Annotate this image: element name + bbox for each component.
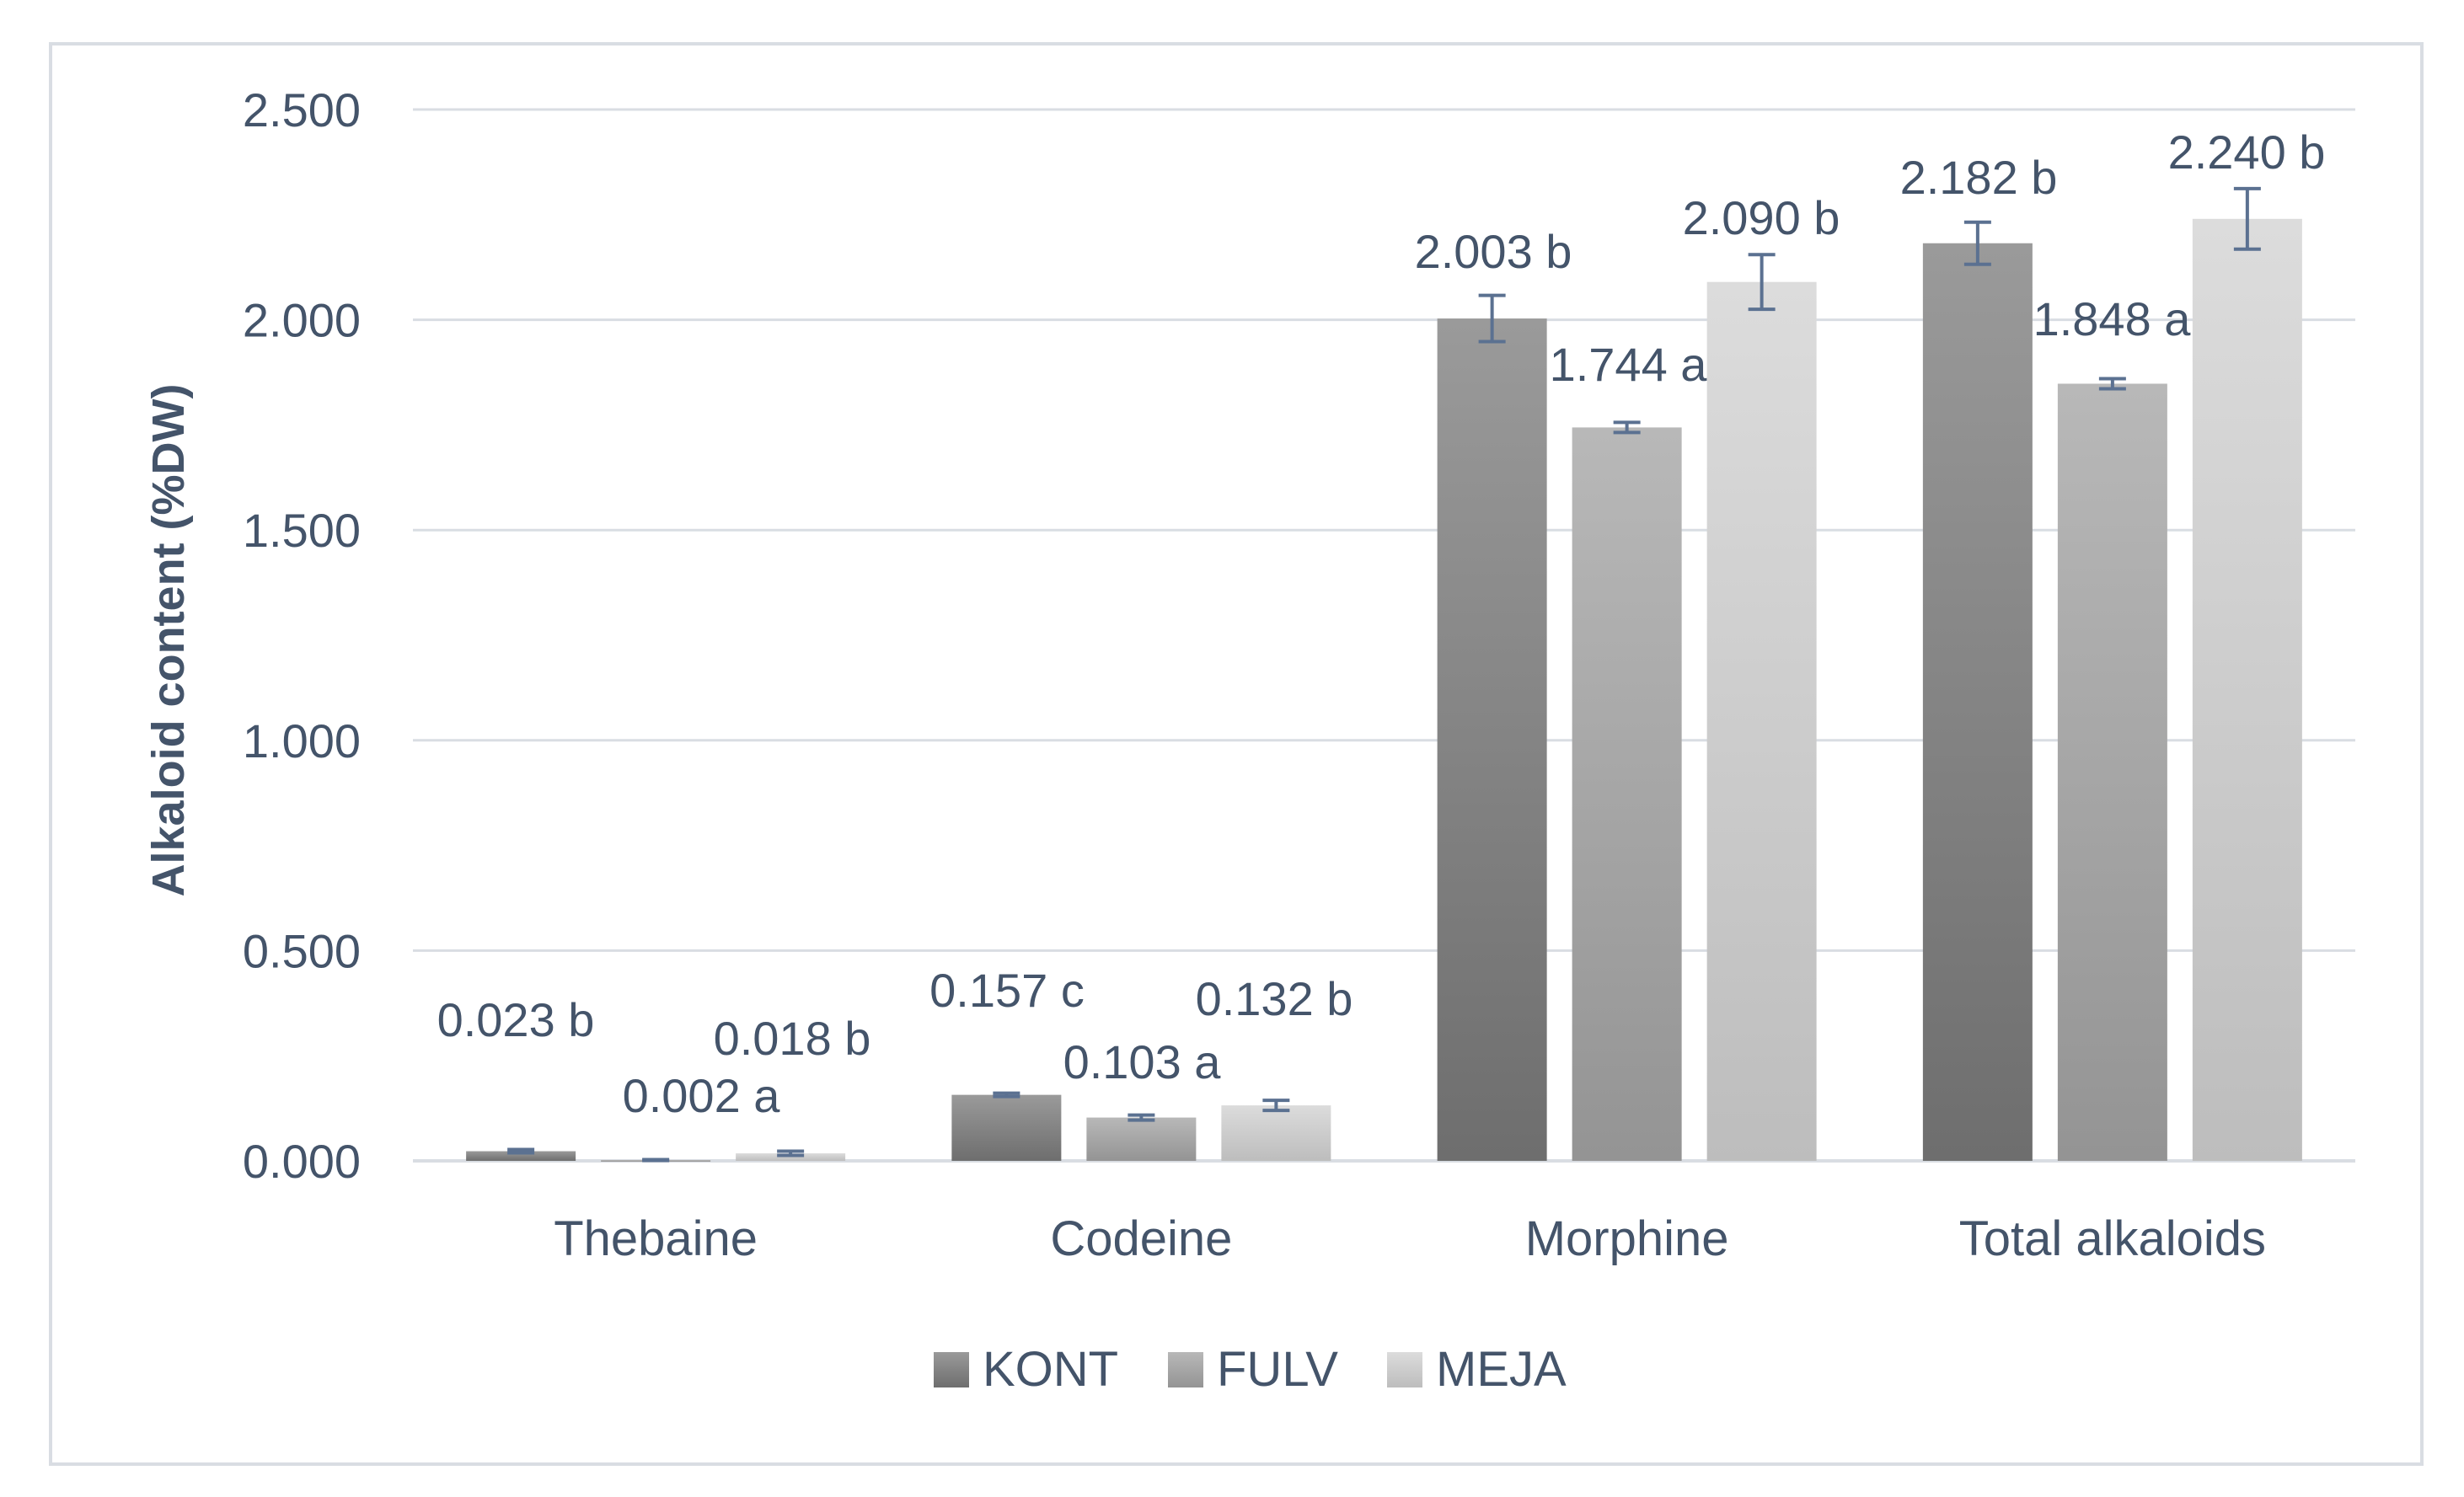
error-bar — [2233, 186, 2261, 251]
bar-kont-3 — [1922, 243, 2033, 1161]
bar-kont-1 — [951, 1094, 1062, 1161]
data-label: 0.157 c — [929, 964, 1085, 1017]
y-axis-ticks: 0.000 0.500 1.000 1.500 2.000 2.500 — [243, 83, 361, 1188]
bar-kont-0 — [466, 1151, 576, 1161]
error-bar — [777, 1149, 805, 1158]
data-label: 0.002 a — [623, 1069, 781, 1122]
error-bar — [1613, 420, 1641, 435]
data-label: 1.744 a — [1550, 338, 1708, 391]
error-bar — [993, 1091, 1020, 1099]
x-axis-categories: Thebaine Codeine Morphine Total alkaloids — [554, 1211, 2266, 1266]
category-label: Total alkaloids — [1959, 1211, 2266, 1266]
category-label: Codeine — [1050, 1211, 1232, 1266]
legend-label: KONT — [983, 1342, 1118, 1397]
data-label: 1.848 a — [2033, 292, 2192, 345]
error-bar — [1963, 220, 1991, 266]
error-bar — [1128, 1113, 1155, 1122]
data-label: 2.182 b — [1900, 151, 2058, 204]
y-tick-label: 2.000 — [243, 294, 361, 347]
data-label: 0.132 b — [1196, 972, 1353, 1025]
legend-swatch — [1168, 1352, 1203, 1387]
legend-label: MEJA — [1436, 1342, 1567, 1397]
data-label: 2.003 b — [1415, 225, 1572, 278]
bars — [466, 218, 2302, 1163]
error-bar — [2098, 377, 2126, 391]
bar-fulv-2 — [1572, 427, 1682, 1161]
data-label: 0.103 a — [1063, 1035, 1222, 1088]
error-bar — [1262, 1099, 1290, 1113]
legend-label: FULV — [1217, 1342, 1338, 1397]
y-axis-title: Alkaloid content (%DW) — [143, 384, 194, 897]
y-tick-label: 0.000 — [243, 1135, 361, 1188]
category-label: Morphine — [1525, 1211, 1729, 1266]
legend-item-meja[interactable]: MEJA — [1387, 1342, 1567, 1397]
data-label: 0.018 b — [714, 1012, 871, 1065]
y-tick-label: 2.500 — [243, 83, 361, 136]
bar-meja-2 — [1706, 281, 1817, 1161]
bar-fulv-3 — [2057, 383, 2167, 1161]
legend-item-kont[interactable]: KONT — [934, 1342, 1118, 1397]
legend-swatch — [934, 1352, 969, 1387]
legend: KONT FULV MEJA — [934, 1342, 1567, 1397]
error-bar — [1748, 253, 1776, 312]
legend-item-fulv[interactable]: FULV — [1168, 1342, 1338, 1397]
bar-meja-1 — [1221, 1105, 1331, 1161]
data-label: 2.240 b — [2168, 126, 2326, 179]
bar-kont-2 — [1437, 318, 1547, 1161]
legend-swatch — [1387, 1352, 1422, 1387]
error-bar — [507, 1147, 535, 1155]
data-labels: 0.023 b 0.157 c 2.003 b 2.182 b 0.002 a 0.103… — [437, 126, 2326, 1122]
data-label: 2.090 b — [1683, 191, 1840, 244]
category-label: Thebaine — [554, 1211, 758, 1266]
data-label: 0.023 b — [437, 993, 595, 1046]
error-bars — [507, 186, 2261, 1163]
y-tick-label: 1.500 — [243, 504, 361, 557]
bar-meja-3 — [2192, 218, 2302, 1161]
bar-fulv-1 — [1086, 1117, 1197, 1161]
error-bar — [642, 1158, 670, 1163]
y-tick-label: 0.500 — [243, 924, 361, 977]
error-bar — [1478, 293, 1506, 344]
y-tick-label: 1.000 — [243, 714, 361, 767]
